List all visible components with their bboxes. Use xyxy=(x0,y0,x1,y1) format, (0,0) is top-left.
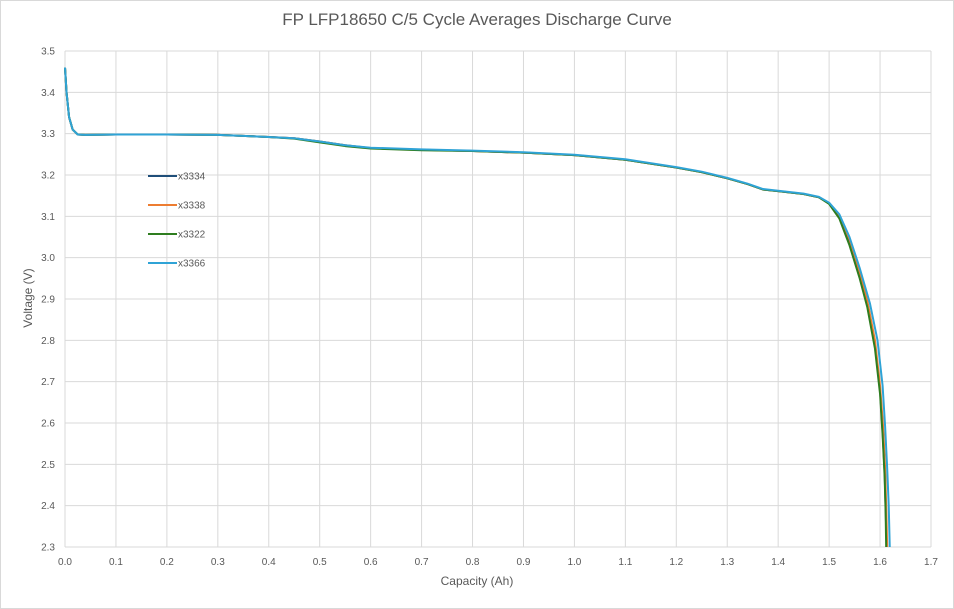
x-tick-labels: 0.0 0.1 0.2 0.3 0.4 0.5 0.6 0.7 0.8 0.9 1.0 1.1 1.2 1… xyxy=(58,557,938,568)
y-tick-label: 3.4 xyxy=(41,88,55,99)
series-lines xyxy=(64,67,891,548)
y-tick-label: 2.5 xyxy=(41,460,55,471)
legend-label: x3334 xyxy=(178,172,206,183)
x-tick-label: 1.3 xyxy=(720,557,734,568)
x-tick-label: 0.7 xyxy=(415,557,429,568)
y-tick-label: 2.9 xyxy=(41,295,55,306)
legend-label: x3338 xyxy=(178,201,206,212)
x-tick-label: 0.3 xyxy=(211,557,225,568)
series-line-x3334 xyxy=(64,67,888,548)
x-tick-label: 0.1 xyxy=(109,557,123,568)
x-tick-label: 0.5 xyxy=(313,557,327,568)
x-tick-label: 1.2 xyxy=(669,557,683,568)
y-tick-labels: 2.3 2.4 2.5 2.6 2.7 2.8 2.9 3.0 3.1 3.2 3.3 3.4 3.5 xyxy=(41,47,55,554)
x-tick-label: 1.6 xyxy=(873,557,887,568)
y-tick-label: 3.1 xyxy=(41,212,55,223)
y-tick-label: 3.5 xyxy=(41,47,55,58)
x-tick-label: 1.4 xyxy=(771,557,785,568)
legend: x3334 x3338 x3322 x3366 xyxy=(148,172,206,270)
y-tick-label: 2.3 xyxy=(41,543,55,554)
chart-title: FP LFP18650 C/5 Cycle Averages Discharge… xyxy=(282,10,672,29)
x-tick-label: 0.0 xyxy=(58,557,72,568)
y-tick-label: 3.0 xyxy=(41,253,55,264)
legend-label: x3366 xyxy=(178,259,206,270)
y-tick-label: 2.6 xyxy=(41,419,55,430)
x-axis-label: Capacity (Ah) xyxy=(440,574,514,588)
x-tick-label: 0.6 xyxy=(364,557,378,568)
x-tick-label: 1.7 xyxy=(924,557,938,568)
y-tick-label: 3.3 xyxy=(41,129,55,140)
series-line-x3322 xyxy=(64,67,888,548)
series-line-x3338 xyxy=(64,67,889,548)
x-tick-label: 1.1 xyxy=(618,557,632,568)
legend-label: x3322 xyxy=(178,230,206,241)
x-tick-label: 1.5 xyxy=(822,557,836,568)
grid-lines xyxy=(64,50,932,548)
x-tick-label: 0.9 xyxy=(517,557,531,568)
y-tick-label: 2.7 xyxy=(41,377,55,388)
x-tick-label: 1.0 xyxy=(567,557,581,568)
x-tick-label: 0.4 xyxy=(262,557,276,568)
y-tick-label: 2.4 xyxy=(41,501,55,512)
x-tick-label: 0.8 xyxy=(466,557,480,568)
y-tick-label: 2.8 xyxy=(41,336,55,347)
series-line-x3366 xyxy=(64,67,891,548)
x-tick-label: 0.2 xyxy=(160,557,174,568)
y-tick-label: 3.2 xyxy=(41,171,55,182)
